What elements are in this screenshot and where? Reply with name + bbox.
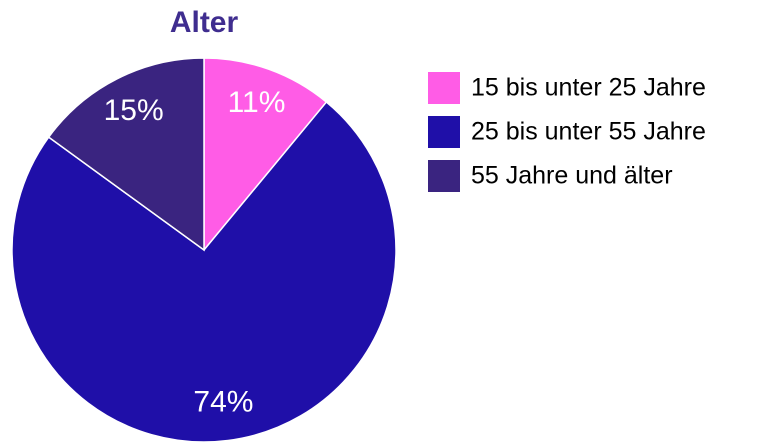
legend-label: 15 bis unter 25 Jahre: [471, 74, 706, 102]
legend-swatch: [428, 116, 460, 148]
pie-slice: [203, 57, 328, 253]
legend-swatch: [428, 72, 460, 104]
pie-slice: [47, 57, 205, 252]
pie-slice: [11, 101, 397, 443]
data-label: 74%: [193, 386, 253, 419]
legend-swatch: [428, 160, 460, 192]
legend-label: 25 bis unter 55 Jahre: [471, 118, 706, 146]
data-label: 15%: [104, 94, 164, 127]
legend-label: 55 Jahre und älter: [471, 162, 673, 190]
chart-title: Alter: [170, 6, 239, 39]
data-label: 11%: [228, 86, 286, 119]
